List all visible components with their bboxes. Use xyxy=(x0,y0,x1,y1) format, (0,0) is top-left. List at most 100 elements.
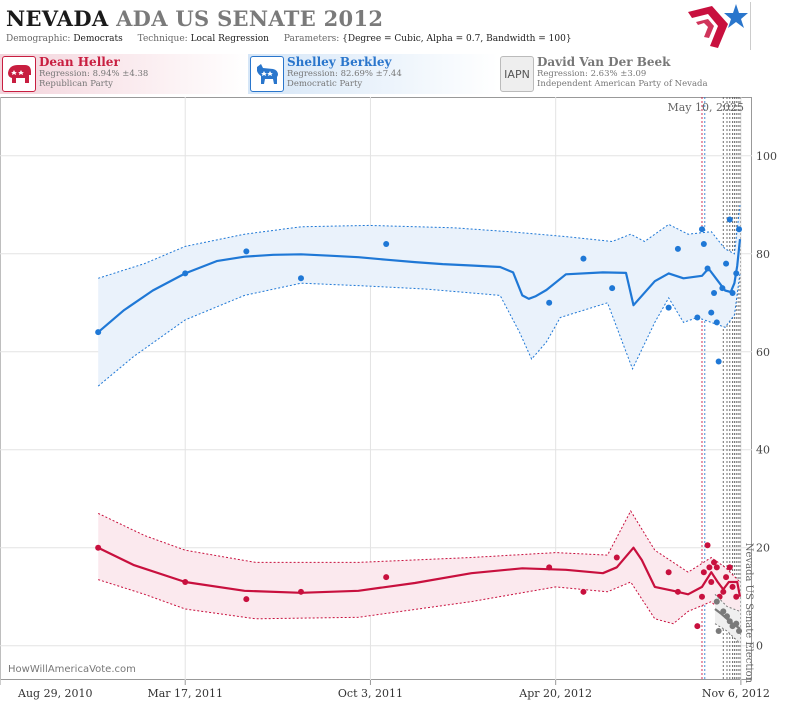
shelley-berkley-poll-point xyxy=(713,319,720,326)
dean-heller-lower-bound xyxy=(98,579,741,625)
candidate-name: David Van Der Beek xyxy=(537,55,671,69)
shelley-berkley-poll-point xyxy=(297,275,304,282)
y-tick-label: 20 xyxy=(756,542,770,555)
site-logo[interactable] xyxy=(682,2,751,50)
dean-heller-poll-point xyxy=(580,588,587,595)
parameters-line: Demographic: Democrats Technique: Local … xyxy=(6,34,572,44)
regression-chart: 0 20 40 60 80 100 Aug 29, 2010 Mar 17, 2011 Oct … xyxy=(0,97,777,700)
david-van-der-beek-upper-bound xyxy=(714,593,741,612)
technique-label: Technique: xyxy=(137,34,188,44)
shelley-berkley-poll-point xyxy=(726,216,733,223)
shelley-berkley-poll-point xyxy=(723,260,730,267)
dean-heller-poll-point xyxy=(694,623,701,630)
david-van-der-beek-poll-point xyxy=(736,628,743,635)
candidate-berkley[interactable]: Shelley Berkley Regression: 82.69% ±7.44… xyxy=(248,54,498,94)
david-van-der-beek-poll-point xyxy=(733,620,740,627)
david-van-der-beek-poll-point xyxy=(715,628,722,635)
dean-heller-poll-point xyxy=(665,569,672,576)
dean-heller-poll-point xyxy=(383,574,390,581)
candidate-name: Dean Heller xyxy=(39,55,120,69)
candidate-legend: Dean Heller Regression: 8.94% ±4.38 Repu… xyxy=(0,54,789,94)
dean-heller-poll-point xyxy=(243,596,250,603)
y-tick-label: 80 xyxy=(756,248,770,261)
x-tick-label: Oct 3, 2011 xyxy=(338,687,403,700)
dean-heller-poll-point xyxy=(720,588,727,595)
david-van-der-beek-poll-point xyxy=(726,618,733,625)
shelley-berkley-poll-point xyxy=(546,299,553,306)
elephant-icon xyxy=(2,56,36,92)
shelley-berkley-poll-point xyxy=(708,309,715,316)
shelley-berkley-poll-point xyxy=(694,314,701,321)
dean-heller-poll-point xyxy=(700,569,707,576)
shelley-berkley-poll-point xyxy=(700,240,707,247)
page-header: NEVADA ADA US SENATE 2012 Demographic: D… xyxy=(0,0,789,52)
shelley-berkley-poll-point xyxy=(736,226,743,233)
shelley-berkley-poll-point xyxy=(733,270,740,277)
date-label: May 10, 2025 xyxy=(667,101,744,114)
y-tick-label: 0 xyxy=(756,640,763,653)
candidate-regression: Regression: 82.69% ±7.44 xyxy=(287,69,402,79)
dean-heller-regression-line xyxy=(97,546,742,597)
dean-heller-poll-point xyxy=(729,583,736,590)
candidate-van-der-beek[interactable]: IAPN David Van Der Beek Regression: 2.63… xyxy=(498,54,789,94)
dean-heller-poll-point xyxy=(711,559,718,566)
shelley-berkley-poll-point xyxy=(182,270,189,277)
demographic-label: Demographic: xyxy=(6,34,71,44)
dean-heller-poll-point xyxy=(674,588,681,595)
x-tick-label: Nov 6, 2012 xyxy=(702,687,770,700)
david-van-der-beek-lower-bound xyxy=(714,623,741,644)
dean-heller-poll-point xyxy=(733,593,740,600)
dean-heller-poll-point xyxy=(713,564,720,571)
iapn-badge: IAPN xyxy=(500,56,534,92)
y-tick-label: 60 xyxy=(756,346,770,359)
x-tick-label: Aug 29, 2010 xyxy=(17,687,93,700)
candidate-regression: Regression: 2.63% ±3.09 xyxy=(537,69,647,79)
dean-heller-confidence-band xyxy=(98,511,740,624)
dean-heller-poll-point xyxy=(706,564,713,571)
dean-heller-poll-point xyxy=(182,579,189,586)
title-state: NEVADA xyxy=(6,6,109,31)
shelley-berkley-poll-point xyxy=(243,248,250,255)
y-tick-label: 100 xyxy=(756,150,777,163)
dean-heller-poll-point xyxy=(726,564,733,571)
shelley-berkley-poll-point xyxy=(719,285,726,292)
y-tick-label: 40 xyxy=(756,444,770,457)
election-label: Nevada US Senate Election xyxy=(743,543,754,684)
dean-heller-poll-point xyxy=(704,542,711,549)
x-tick-label: Mar 17, 2011 xyxy=(147,687,223,700)
title-rest: ADA US SENATE 2012 xyxy=(116,6,384,31)
candidate-name: Shelley Berkley xyxy=(287,55,392,69)
parameters-value: {Degree = Cubic, Alpha = 0.7, Bandwidth … xyxy=(342,34,572,44)
parameters-label: Parameters: xyxy=(283,34,340,44)
candidate-heller[interactable]: Dean Heller Regression: 8.94% ±4.38 Repu… xyxy=(0,54,248,94)
shelley-berkley-poll-point xyxy=(383,240,390,247)
technique-value: Local Regression xyxy=(190,34,269,44)
shelley-berkley-regression-line xyxy=(97,238,742,334)
shelley-berkley-confidence-band xyxy=(98,204,740,387)
candidate-party: Independent American Party of Nevada xyxy=(537,79,708,89)
shelley-berkley-poll-point xyxy=(698,226,705,233)
david-van-der-beek-poll-point xyxy=(723,613,730,620)
dean-heller-poll-point xyxy=(723,574,730,581)
shelley-berkley-poll-point xyxy=(674,245,681,252)
dean-heller-poll-point xyxy=(546,564,553,571)
david-van-der-beek-poll-point xyxy=(713,598,720,605)
shelley-berkley-lower-bound xyxy=(97,273,741,387)
shelley-berkley-poll-point xyxy=(609,285,616,292)
candidate-party: Democratic Party xyxy=(287,79,363,89)
candidate-party: Republican Party xyxy=(39,79,113,89)
shelley-berkley-poll-point xyxy=(580,255,587,262)
demographic-value: Democrats xyxy=(73,34,123,44)
dean-heller-poll-point xyxy=(708,579,715,586)
dean-heller-poll-point xyxy=(698,593,705,600)
star-chevron-logo-icon xyxy=(688,4,748,48)
x-tick-label: Apr 20, 2012 xyxy=(518,687,592,700)
shelley-berkley-upper-bound xyxy=(98,204,741,279)
dean-heller-poll-point xyxy=(613,554,620,561)
shelley-berkley-poll-point xyxy=(665,304,672,311)
shelley-berkley-poll-point xyxy=(729,289,736,296)
dean-heller-upper-bound xyxy=(97,509,741,583)
shelley-berkley-poll-point xyxy=(715,358,722,365)
candidate-regression: Regression: 8.94% ±4.38 xyxy=(39,69,149,79)
david-van-der-beek-poll-point xyxy=(720,608,727,615)
